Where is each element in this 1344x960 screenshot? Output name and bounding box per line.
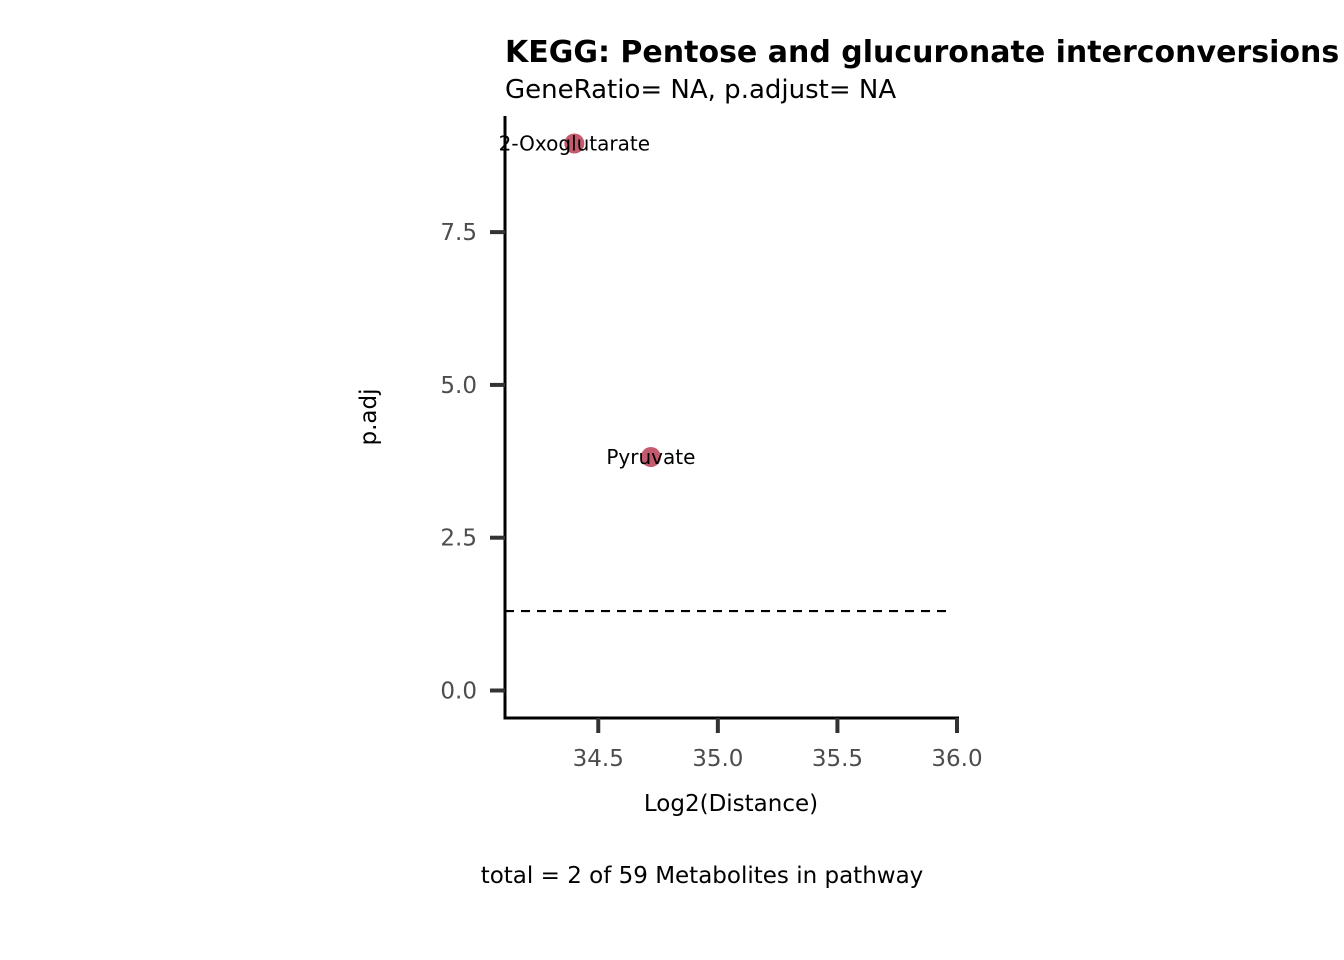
chart-caption: total = 2 of 59 Metabolites in pathway <box>481 863 924 889</box>
y-axis-title: p.adj <box>356 389 382 446</box>
y-tick-label: 2.5 <box>440 526 477 552</box>
chart-title: KEGG: Pentose and glucuronate interconve… <box>505 35 1339 70</box>
x-tick-label: 35.5 <box>812 746 863 772</box>
x-tick-label: 34.5 <box>573 746 624 772</box>
y-tick-label: 5.0 <box>440 373 477 399</box>
data-point-label: 2-Oxoglutarate <box>499 132 650 156</box>
chart-subtitle: GeneRatio= NA, p.adjust= NA <box>505 75 896 105</box>
points-layer: 2-Oxoglutarate Pyruvate <box>499 132 696 470</box>
data-point <box>564 133 585 154</box>
y-tick-label: 0.0 <box>440 678 477 704</box>
data-point <box>640 447 661 468</box>
x-tick-label: 35.0 <box>692 746 743 772</box>
data-point-label: Pyruvate <box>606 445 695 469</box>
x-axis-title: Log2(Distance) <box>644 791 818 817</box>
x-tick-label: 36.0 <box>931 746 982 772</box>
y-tick-label: 7.5 <box>440 220 477 246</box>
axes-layer: 0.0 2.5 5.0 7.5 34.5 35.0 35.5 36.0 <box>440 116 983 772</box>
